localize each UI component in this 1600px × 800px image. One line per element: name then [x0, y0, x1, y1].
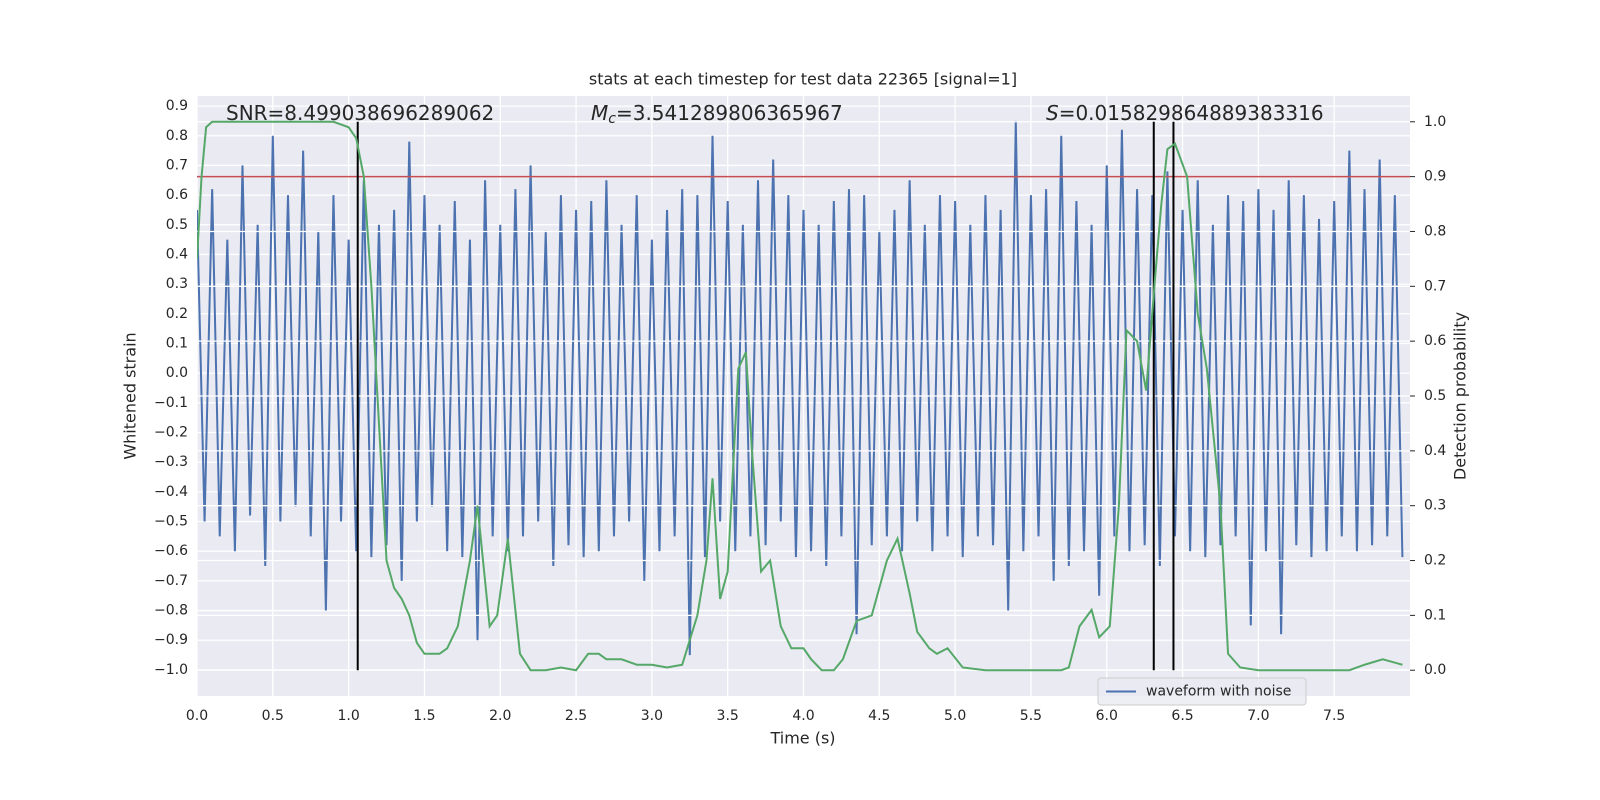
probability-line [197, 120, 1403, 672]
legend-label: waveform with noise [1146, 684, 1291, 700]
y-tick-label: −0.9 [154, 632, 188, 648]
y2-tick-label: 0.2 [1424, 553, 1446, 569]
y-tick-label: 0.3 [166, 276, 188, 292]
x-tick-label: 7.5 [1323, 708, 1345, 724]
y2-tick-label: 0.5 [1424, 388, 1446, 404]
x-tick-label: 6.5 [1171, 708, 1193, 724]
x-tick-label: 4.0 [792, 708, 814, 724]
y-tick-label: −0.2 [154, 424, 188, 440]
y2-axis-label: Detection probability [1451, 312, 1470, 480]
y-tick-label: 0.9 [166, 98, 188, 114]
y-tick-label: 0.2 [166, 306, 188, 322]
y-tick-label: 0.4 [166, 246, 188, 262]
y-tick-label: −0.6 [154, 543, 188, 559]
x-tick-label: 2.5 [565, 708, 587, 724]
legend-box [1097, 677, 1307, 706]
x-tick-label: 0.0 [186, 708, 208, 724]
y-tick-label: −0.3 [154, 454, 188, 470]
y-tick-label: −0.4 [154, 484, 188, 500]
y2-tick-label: 0.1 [1424, 607, 1446, 623]
x-tick-label: 3.5 [717, 708, 739, 724]
annotation-symbol: M [591, 101, 608, 125]
annotation: Mc=3.541289806365967 [591, 101, 843, 128]
x-tick-label: 6.0 [1096, 708, 1118, 724]
data-layer [197, 120, 1410, 672]
y-tick-label: 0.7 [166, 157, 188, 173]
x-axis-label: Time (s) [769, 729, 835, 748]
y2-tick-label: 0.0 [1424, 662, 1446, 678]
y-tick-label: −0.5 [154, 514, 188, 530]
y2-tick-label: 0.9 [1424, 169, 1446, 185]
y-tick-label: 0.8 [166, 128, 188, 144]
x-tick-label: 1.0 [337, 708, 359, 724]
annotation: S=0.015829864889383316 [1046, 101, 1324, 125]
y-tick-label: 0.0 [166, 365, 188, 381]
y2-tick-label: 0.8 [1424, 223, 1446, 239]
x-tick-label: 5.5 [1020, 708, 1042, 724]
x-tick-label: 4.5 [868, 708, 890, 724]
legend: waveform with noise [1097, 677, 1307, 706]
annotation-symbol: S [1046, 101, 1059, 125]
x-tick-label: 7.0 [1247, 708, 1269, 724]
x-tick-label: 0.5 [262, 708, 284, 724]
y2-tick-label: 0.6 [1424, 333, 1446, 349]
x-tick-label: 3.0 [641, 708, 663, 724]
y2-tick-label: 0.3 [1424, 498, 1446, 514]
y-tick-label: 0.6 [166, 187, 188, 203]
chart-title: stats at each timestep for test data 223… [589, 70, 1017, 89]
y-tick-label: −0.1 [154, 395, 188, 411]
y-tick-label: 0.5 [166, 217, 188, 233]
y2-tick-label: 1.0 [1424, 114, 1446, 130]
y-tick-label: −0.8 [154, 603, 188, 619]
x-tick-label: 5.0 [944, 708, 966, 724]
y-tick-label: −0.7 [154, 573, 188, 589]
annotation: SNR=8.499038696289062 [226, 101, 494, 125]
x-tick-label: 2.0 [489, 708, 511, 724]
x-tick-label: 1.5 [413, 708, 435, 724]
y-axis-label: Whitened strain [121, 332, 140, 459]
y-tick-label: 0.1 [166, 335, 188, 351]
y-tick-label: −1.0 [154, 662, 188, 678]
y2-tick-label: 0.7 [1424, 278, 1446, 294]
y2-tick-label: 0.4 [1424, 443, 1446, 459]
annotation-text: =3.541289806365967 [616, 101, 843, 125]
annotation-subscript: c [608, 111, 616, 127]
annotation-text: =0.015829864889383316 [1059, 101, 1324, 125]
labels: stats at each timestep for test data 223… [121, 70, 1470, 748]
annotation-text: SNR=8.499038696289062 [226, 101, 494, 125]
